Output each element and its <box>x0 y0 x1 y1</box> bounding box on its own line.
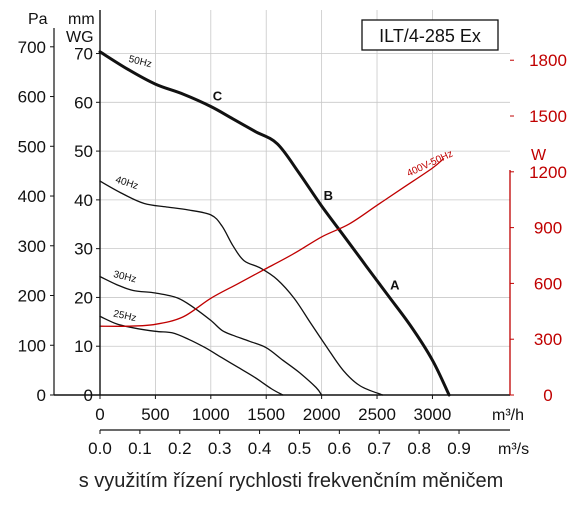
plot-frame <box>53 10 511 431</box>
power-tick-label: 1800 <box>529 51 567 70</box>
operating-point-a: A <box>390 278 400 293</box>
mmwg-tick-label: 50 <box>74 142 93 161</box>
m3s-tick-label: 0.5 <box>288 439 312 458</box>
power-tick-label: 900 <box>534 219 562 238</box>
pa-tick-label: 200 <box>18 287 46 306</box>
m3s-tick-label: 0.7 <box>367 439 391 458</box>
m3s-tick-label: 0.6 <box>328 439 352 458</box>
pa-tick-label: 0 <box>37 386 46 405</box>
model-label: ILT/4-285 Ex <box>379 26 481 46</box>
curve-30hz <box>99 275 323 396</box>
watt-unit-label: W <box>531 147 547 164</box>
m3h-tick-label: 1500 <box>247 405 285 424</box>
m3h-tick-label: 1000 <box>192 405 230 424</box>
m3s-tick-label: 0.9 <box>447 439 471 458</box>
m3h-tick-label: 3000 <box>414 405 452 424</box>
power-tick-label: 0 <box>543 386 552 405</box>
curve-25hz <box>99 315 284 396</box>
m3h-tick-label: 2500 <box>358 405 396 424</box>
m3h-tick-label: 500 <box>141 405 169 424</box>
mmwg-tick-label: 70 <box>74 45 93 64</box>
pa-tick-label: 500 <box>18 137 46 156</box>
pa-tick-label: 700 <box>18 38 46 57</box>
power-tick-label: 1500 <box>529 107 567 126</box>
curve-label-40hz: 40Hz <box>114 174 140 192</box>
model-label-box <box>361 19 499 51</box>
mmwg-tick-label: 20 <box>74 288 93 307</box>
m3s-tick-label: 0.2 <box>168 439 192 458</box>
curve-label-25hz: 25Hz <box>112 309 137 325</box>
caption: s využitím řízení rychlosti frekvenčním … <box>78 470 504 492</box>
curve-label-group: 50Hz 40Hz 30Hz 25Hz 400V-50Hz <box>112 54 455 324</box>
curve-label-50hz: 50Hz <box>127 54 152 70</box>
m3h-unit-label: m³/h <box>492 407 524 424</box>
wg-unit-label: WG <box>66 29 94 46</box>
pa-tick-label: 400 <box>18 187 46 206</box>
pa-tick-label: 100 <box>18 336 46 355</box>
curve-label-30hz: 30Hz <box>112 269 137 285</box>
mmwg-tick-label: 30 <box>74 240 93 259</box>
m3s-unit-label: m³/s <box>498 441 529 458</box>
pa-tick-label: 300 <box>18 237 46 256</box>
m3s-tick-label: 0.0 <box>88 439 112 458</box>
m3s-tick-label: 0.4 <box>248 439 272 458</box>
power-tick-label: 1200 <box>529 163 567 182</box>
m3s-tick-label: 0.3 <box>208 439 232 458</box>
pa-unit-label: Pa <box>28 11 48 28</box>
pa-tick-label: 600 <box>18 88 46 107</box>
point-label-group: C B A <box>213 88 400 292</box>
curve-label-400v-50hz: 400V-50Hz <box>405 149 454 180</box>
m3h-tick-label: 0 <box>95 405 104 424</box>
m3h-tick-label: 2000 <box>303 405 341 424</box>
curve-400v-50hz <box>99 158 445 327</box>
power-tick-label: 600 <box>534 274 562 293</box>
mmwg-tick-label: 40 <box>74 191 93 210</box>
mmwg-tick-label: 0 <box>84 386 93 405</box>
tick-label-group: 0100200300400500600700010203040506070030… <box>18 38 567 458</box>
mm-unit-label: mm <box>68 11 95 28</box>
curve-group <box>98 50 451 397</box>
power-tick-label: 300 <box>534 330 562 349</box>
m3s-tick-label: 0.1 <box>128 439 152 458</box>
curve-40hz <box>99 180 384 396</box>
operating-point-b: B <box>324 188 333 203</box>
mmwg-tick-label: 60 <box>74 93 93 112</box>
curve-50hz <box>98 50 451 397</box>
grid-lines <box>100 10 510 395</box>
m3s-tick-label: 0.8 <box>407 439 431 458</box>
operating-point-c: C <box>213 88 223 103</box>
mmwg-tick-label: 10 <box>74 337 93 356</box>
